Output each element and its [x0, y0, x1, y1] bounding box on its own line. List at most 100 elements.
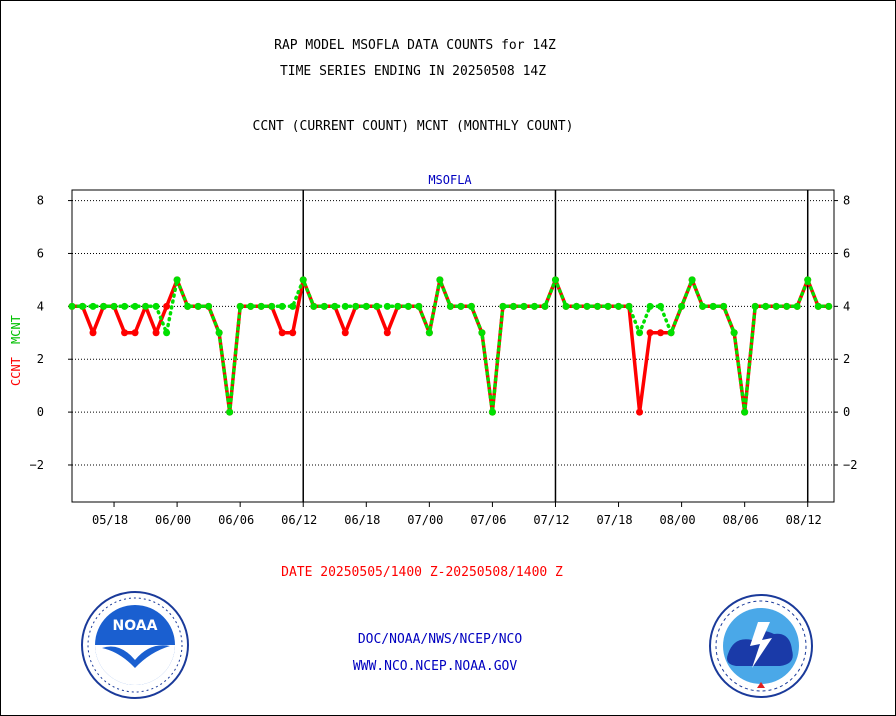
data-point-mcnt — [142, 302, 150, 310]
data-point-mcnt — [247, 302, 255, 310]
data-point-mcnt — [121, 302, 129, 310]
data-point-mcnt — [530, 302, 538, 310]
chart-panel-title: MSOFLA — [428, 173, 472, 187]
y-tick-label-left: 2 — [37, 352, 44, 366]
data-point-mcnt — [226, 408, 234, 416]
x-tick-label: 05/18 — [92, 513, 128, 527]
y-tick-label-right: 8 — [843, 194, 850, 208]
data-point-mcnt — [520, 302, 528, 310]
data-point-mcnt — [415, 302, 423, 310]
data-point-mcnt — [741, 408, 749, 416]
data-point-mcnt — [289, 302, 297, 310]
data-point-mcnt — [110, 302, 118, 310]
data-point-ccnt — [163, 302, 171, 310]
y-axis-label-ccnt: CCNT — [9, 357, 23, 386]
data-point-ccnt — [646, 329, 654, 337]
x-tick-label: 07/18 — [596, 513, 632, 527]
data-point-mcnt — [825, 302, 833, 310]
data-point-mcnt — [467, 302, 475, 310]
data-point-mcnt — [362, 302, 370, 310]
data-point-mcnt — [331, 302, 339, 310]
x-tick-label: 07/06 — [470, 513, 506, 527]
data-point-mcnt — [257, 302, 265, 310]
x-tick-label: 07/12 — [533, 513, 569, 527]
y-tick-label-left: 4 — [37, 299, 44, 313]
data-point-mcnt — [709, 302, 717, 310]
y-tick-label-left: −2 — [30, 458, 44, 472]
noaa-logo: NOAA — [81, 591, 189, 699]
data-point-mcnt — [478, 329, 486, 337]
data-point-ccnt — [289, 329, 297, 337]
website-link[interactable]: WWW.NCO.NCEP.NOAA.GOV — [352, 659, 518, 674]
x-tick-label: 06/00 — [155, 513, 191, 527]
data-point-mcnt — [551, 276, 559, 284]
y-tick-label-right: 2 — [843, 352, 850, 366]
data-point-mcnt — [499, 302, 507, 310]
y-axis-label-mcnt: MCNT — [9, 315, 23, 344]
data-point-mcnt — [373, 302, 381, 310]
data-point-mcnt — [236, 302, 244, 310]
data-point-mcnt — [667, 329, 675, 337]
data-point-mcnt — [446, 302, 454, 310]
y-tick-label-right: 4 — [843, 299, 850, 313]
data-point-mcnt — [425, 329, 433, 337]
data-point-mcnt — [583, 302, 591, 310]
national-weather-service-logo — [709, 594, 813, 698]
series-line-mcnt — [70, 278, 831, 414]
data-point-mcnt — [751, 302, 759, 310]
data-point-mcnt — [678, 302, 686, 310]
data-point-ccnt — [636, 408, 644, 416]
y-tick-label-right: −2 — [843, 458, 857, 472]
data-point-mcnt — [100, 302, 108, 310]
data-point-mcnt — [772, 302, 780, 310]
data-point-mcnt — [572, 302, 580, 310]
data-point-ccnt — [341, 329, 349, 337]
data-point-mcnt — [783, 302, 791, 310]
data-point-mcnt — [793, 302, 801, 310]
data-point-mcnt — [457, 302, 465, 310]
data-point-mcnt — [352, 302, 360, 310]
y-tick-label-left: 8 — [37, 194, 44, 208]
x-tick-label: 08/00 — [660, 513, 696, 527]
data-point-mcnt — [730, 329, 738, 337]
data-point-mcnt — [720, 302, 728, 310]
data-point-mcnt — [509, 302, 517, 310]
data-point-mcnt — [688, 276, 696, 284]
data-point-mcnt — [79, 302, 87, 310]
data-point-mcnt — [131, 302, 139, 310]
data-point-mcnt — [699, 302, 707, 310]
data-point-mcnt — [404, 302, 412, 310]
data-point-mcnt — [320, 302, 328, 310]
data-point-ccnt — [278, 329, 286, 337]
x-tick-label: 06/18 — [344, 513, 380, 527]
chart-title-line1: RAP MODEL MSOFLA DATA COUNTS for 14Z — [274, 38, 556, 53]
data-point-mcnt — [436, 276, 444, 284]
x-tick-label: 08/12 — [786, 513, 822, 527]
y-tick-label-right: 0 — [843, 405, 850, 419]
x-tick-label: 06/12 — [281, 513, 317, 527]
x-tick-label: 07/00 — [407, 513, 443, 527]
y-tick-label-right: 6 — [843, 246, 850, 260]
x-tick-label: 08/06 — [723, 513, 759, 527]
y-tick-label-left: 6 — [37, 246, 44, 260]
date-range-label: DATE 20250505/1400 Z-20250508/1400 Z — [281, 565, 563, 580]
data-point-mcnt — [488, 408, 496, 416]
data-point-mcnt — [804, 276, 812, 284]
data-point-ccnt — [152, 329, 160, 337]
data-point-mcnt — [636, 329, 644, 337]
data-point-mcnt — [89, 302, 97, 310]
data-point-mcnt — [268, 302, 276, 310]
data-point-ccnt — [657, 329, 665, 337]
data-point-mcnt — [615, 302, 623, 310]
data-point-mcnt — [383, 302, 391, 310]
data-point-mcnt — [299, 276, 307, 284]
chart-subtitle: CCNT (CURRENT COUNT) MCNT (MONTHLY COUNT… — [252, 119, 574, 134]
data-point-mcnt — [762, 302, 770, 310]
data-point-ccnt — [89, 329, 97, 337]
data-point-ccnt — [383, 329, 391, 337]
data-point-mcnt — [562, 302, 570, 310]
data-point-mcnt — [215, 329, 223, 337]
svg-text:NOAA: NOAA — [113, 618, 158, 634]
data-point-mcnt — [194, 302, 202, 310]
